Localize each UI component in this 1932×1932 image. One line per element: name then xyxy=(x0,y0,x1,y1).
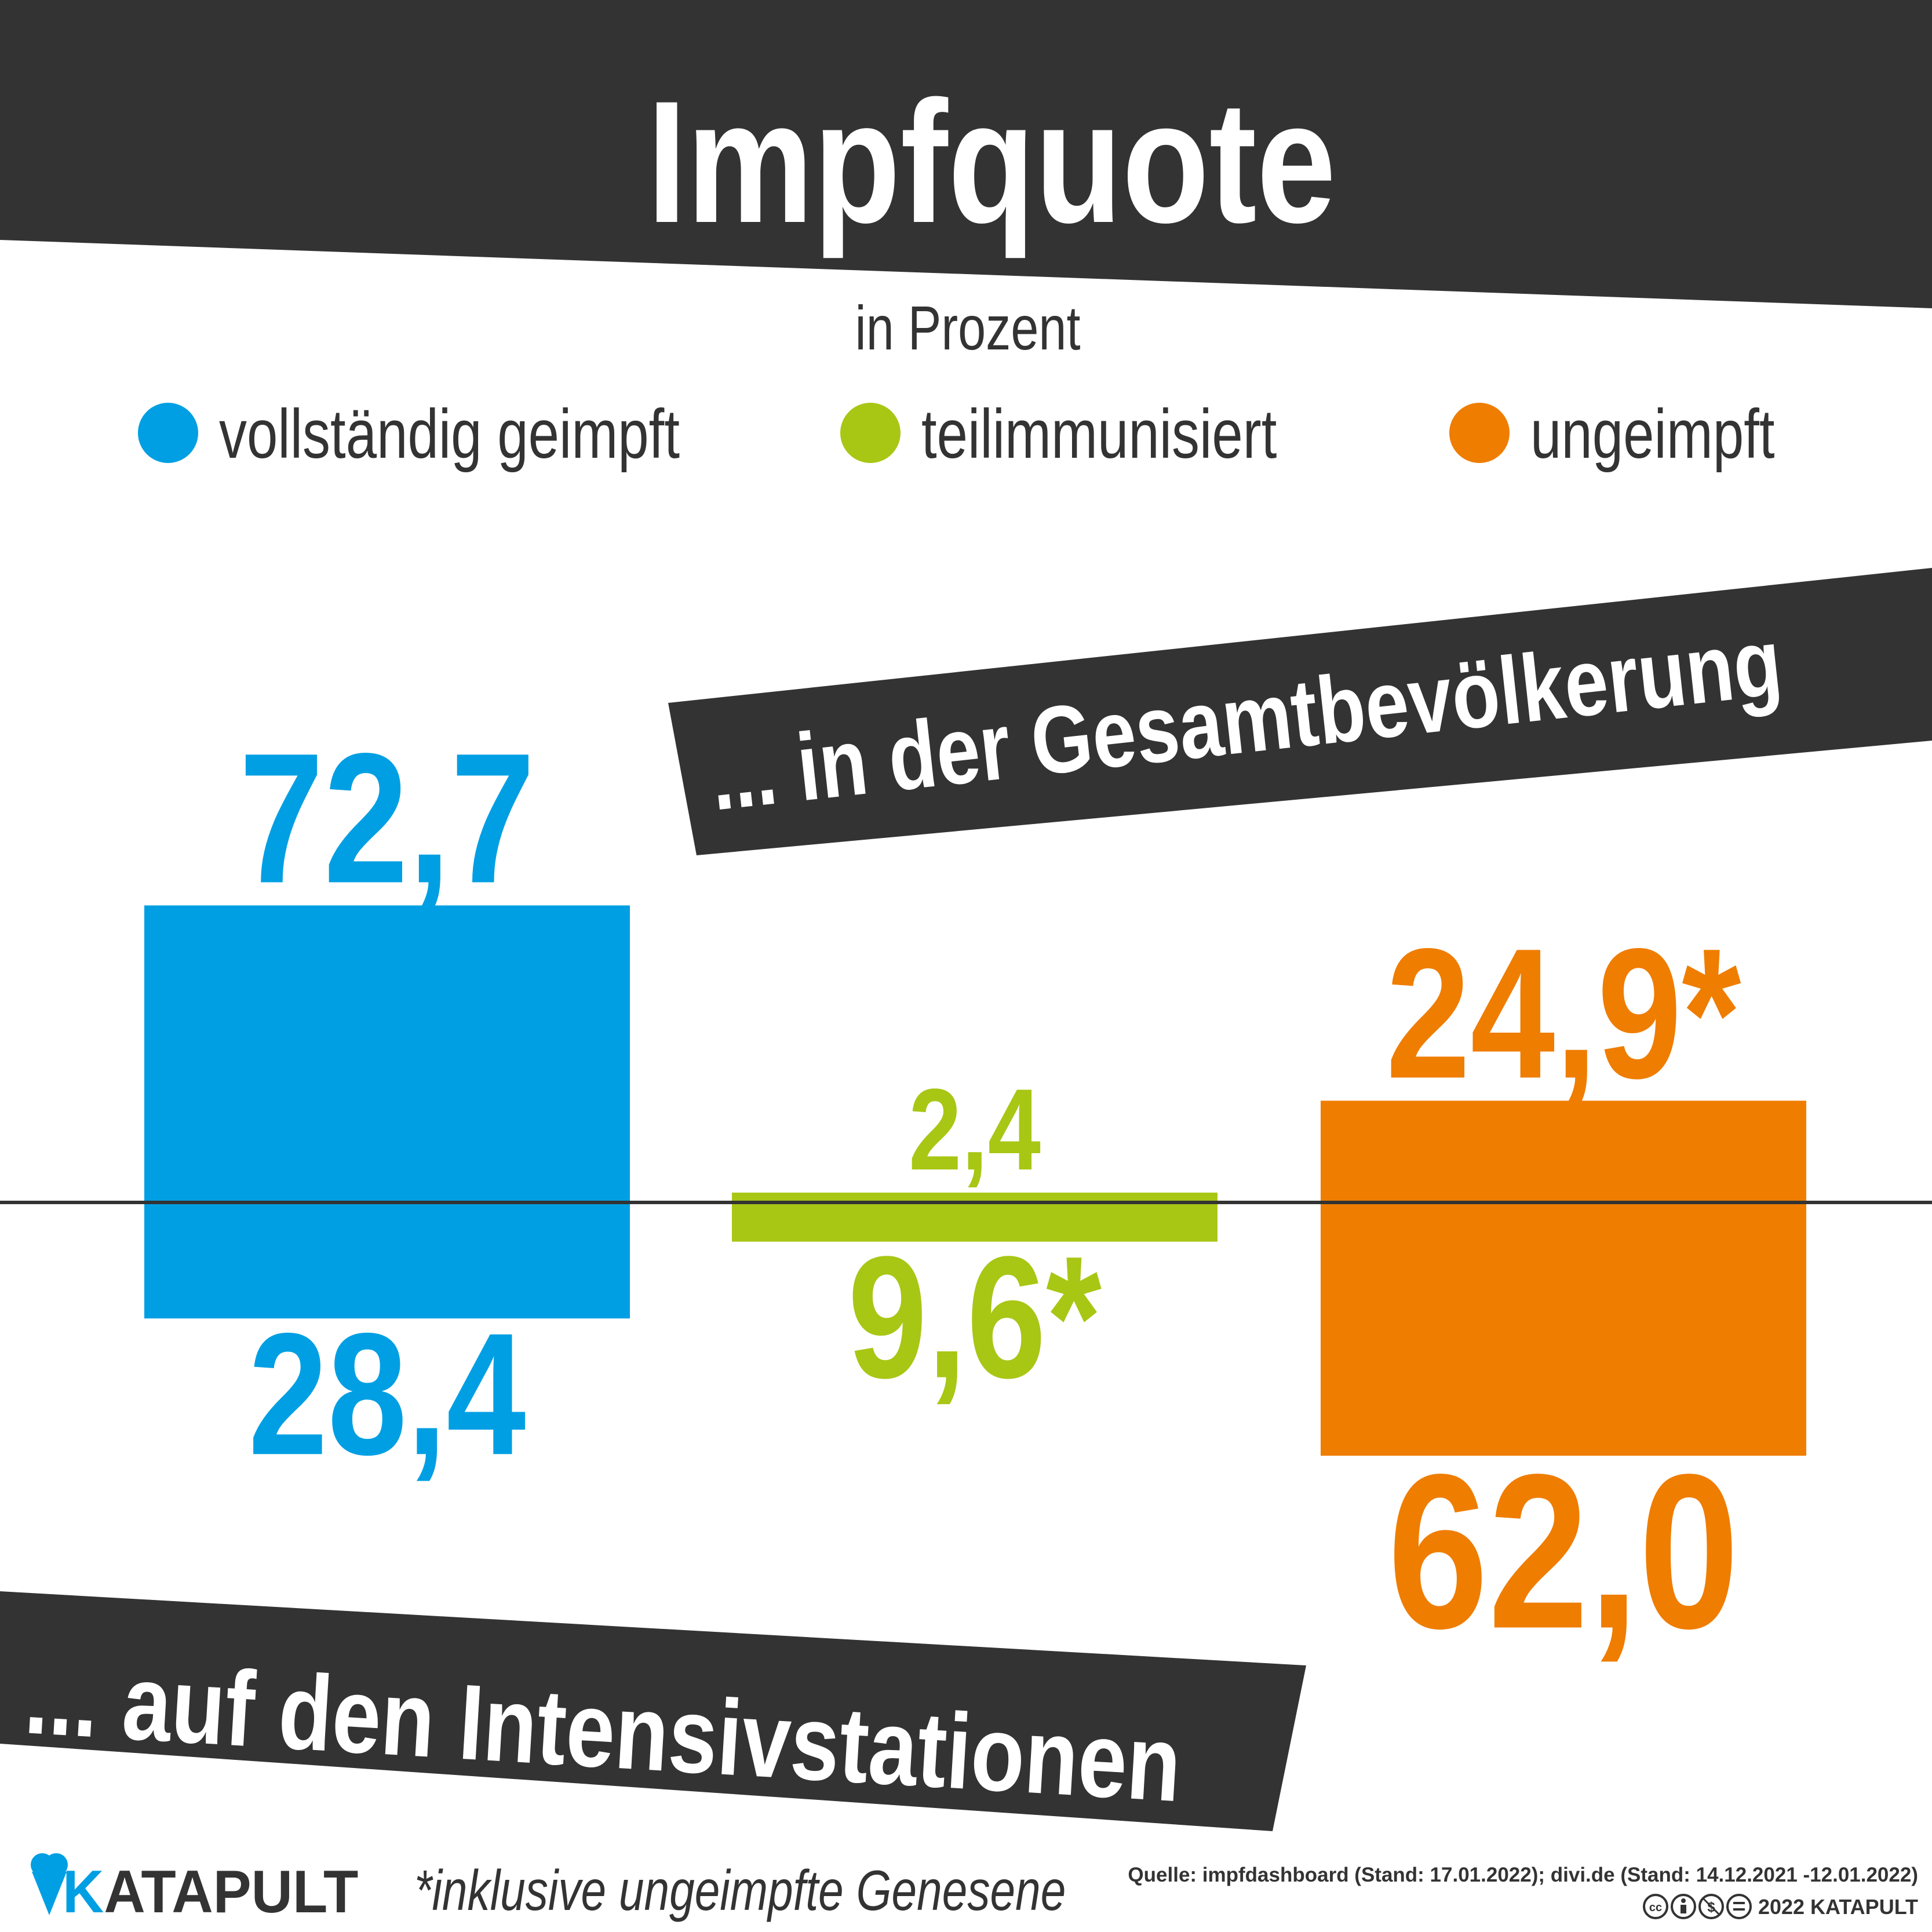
katapult-logo: KATAPULT xyxy=(31,1853,358,1926)
brand-name: KATAPULT xyxy=(63,1858,358,1926)
copyright: 2022 KATAPULT xyxy=(1758,1895,1918,1919)
chart-subtitle: in Prozent xyxy=(855,293,1081,363)
legend-label-vollstaendig: vollständig geimpft xyxy=(219,396,680,473)
footnote: *inklusive ungeimpfte Genesene xyxy=(414,1859,1066,1922)
brand-k: K xyxy=(63,1858,104,1926)
nd-icon xyxy=(1726,1894,1752,1919)
bar-intensiv-teilimmunisiert xyxy=(732,1202,1217,1242)
bar-gesamt-vollstaendig xyxy=(144,905,630,1202)
source-text: Quelle: impfdashboard (Stand: 17.01.2022… xyxy=(1128,1864,1918,1886)
footer: KATAPULT *inklusive ungeimpfte Genesene … xyxy=(31,1853,1918,1926)
bar-intensiv-ungeimpft xyxy=(1321,1202,1806,1456)
bar-gesamt-teilimmunisiert xyxy=(732,1193,1217,1202)
legend-label-teilimmunisiert: teilimmunisiert xyxy=(921,396,1277,473)
brand-rest: ATAPULT xyxy=(104,1858,358,1926)
value-label-intensiv-ungeimpft: 62,0 xyxy=(1388,1428,1739,1674)
title-banner xyxy=(0,0,1932,308)
by-icon xyxy=(1671,1894,1696,1919)
nc-icon xyxy=(1698,1894,1724,1919)
cc-icon xyxy=(1643,1894,1668,1919)
legend-marker-teilimmunisiert xyxy=(840,403,901,463)
bars xyxy=(144,905,1806,1456)
license-icons: cc $ xyxy=(1643,1894,1752,1919)
bar-intensiv-vollstaendig xyxy=(144,1202,630,1319)
ice-cream-icon xyxy=(31,1853,68,1915)
legend-label-ungeimpft: ungeimpft xyxy=(1530,396,1775,473)
series-banner-gesamt xyxy=(668,568,1932,855)
value-label-intensiv-teilimmunisiert: 9,6* xyxy=(848,1221,1102,1415)
chart-title: Impfquote xyxy=(647,65,1336,260)
value-label-gesamt-teilimmunisiert: 2,4 xyxy=(909,1065,1041,1194)
legend: vollständig geimpft teilimmunisiert unge… xyxy=(138,396,1775,473)
series-banner-intensiv xyxy=(0,1591,1306,1831)
value-label-gesamt-vollstaendig: 72,7 xyxy=(239,715,535,923)
value-label-intensiv-vollstaendig: 28,4 xyxy=(249,1297,527,1492)
legend-marker-vollstaendig xyxy=(138,403,198,463)
svg-text:cc: cc xyxy=(1649,1901,1662,1914)
bar-gesamt-ungeimpft xyxy=(1321,1100,1806,1202)
value-label-gesamt-ungeimpft: 24,9* xyxy=(1386,910,1741,1118)
value-labels: 72,7 28,4 2,4 9,6* 24,9* 62,0 xyxy=(239,715,1741,1675)
legend-marker-ungeimpft xyxy=(1449,403,1510,463)
